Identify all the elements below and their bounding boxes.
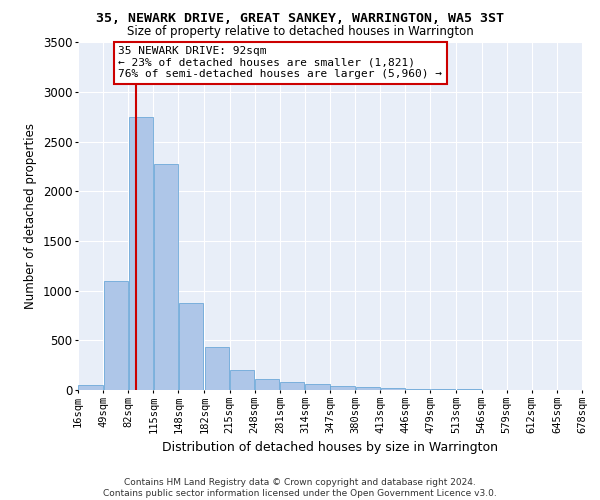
- Y-axis label: Number of detached properties: Number of detached properties: [24, 123, 37, 309]
- X-axis label: Distribution of detached houses by size in Warrington: Distribution of detached houses by size …: [162, 442, 498, 454]
- Bar: [179, 302, 203, 390]
- Bar: [280, 382, 304, 390]
- Bar: [230, 370, 254, 390]
- Bar: [356, 387, 380, 390]
- Bar: [205, 348, 229, 390]
- Text: Contains HM Land Registry data © Crown copyright and database right 2024.
Contai: Contains HM Land Registry data © Crown c…: [103, 478, 497, 498]
- Text: Size of property relative to detached houses in Warrington: Size of property relative to detached ho…: [127, 24, 473, 38]
- Bar: [79, 384, 103, 390]
- Bar: [406, 388, 430, 390]
- Bar: [128, 117, 153, 390]
- Bar: [431, 389, 455, 390]
- Bar: [331, 386, 355, 390]
- Bar: [255, 379, 280, 390]
- Bar: [305, 384, 329, 390]
- Bar: [154, 164, 178, 390]
- Text: 35, NEWARK DRIVE, GREAT SANKEY, WARRINGTON, WA5 3ST: 35, NEWARK DRIVE, GREAT SANKEY, WARRINGT…: [96, 12, 504, 26]
- Bar: [380, 388, 405, 390]
- Text: 35 NEWARK DRIVE: 92sqm
← 23% of detached houses are smaller (1,821)
76% of semi-: 35 NEWARK DRIVE: 92sqm ← 23% of detached…: [118, 46, 442, 79]
- Bar: [104, 281, 128, 390]
